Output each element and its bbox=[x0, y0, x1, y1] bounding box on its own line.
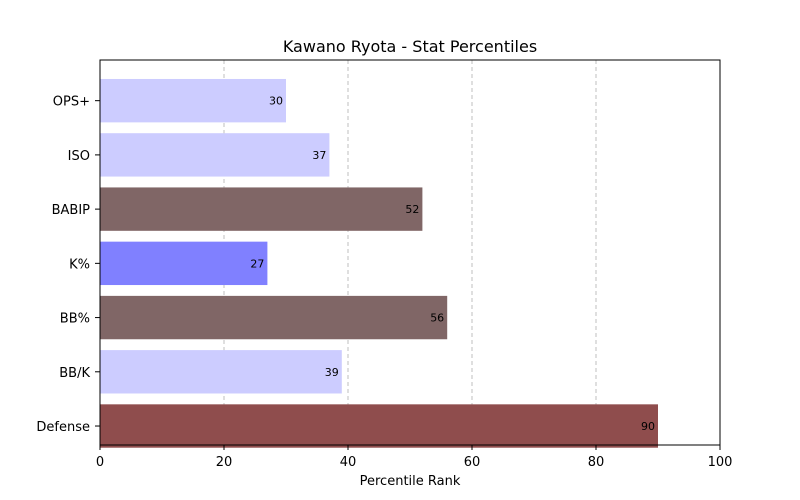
x-tick-label-60: 60 bbox=[464, 455, 481, 470]
bar-BABIP bbox=[100, 187, 423, 231]
data-label-ISO: 37 bbox=[312, 149, 326, 162]
bar-ISO bbox=[100, 133, 330, 177]
x-tick-label-20: 20 bbox=[216, 455, 233, 470]
y-tick-label-Defense: Defense bbox=[36, 420, 90, 435]
bar-BB/K bbox=[100, 350, 342, 394]
y-tick-label-BB%: BB% bbox=[60, 312, 90, 327]
data-label-K%: 27 bbox=[250, 257, 264, 270]
data-label-BB/K: 39 bbox=[325, 366, 339, 379]
y-tick-label-BABIP: BABIP bbox=[52, 203, 91, 218]
bars: 30 37 52 27 56 39 90 bbox=[100, 78, 658, 448]
y-tick-label-BB/K: BB/K bbox=[59, 366, 90, 381]
plot-frame bbox=[99, 59, 721, 446]
x-tick-label-80: 80 bbox=[588, 455, 605, 470]
bar-OPS+ bbox=[100, 78, 286, 123]
x-axis-label: Percentile Rank bbox=[360, 474, 461, 489]
x-tick-label-0: 0 bbox=[96, 455, 104, 470]
y-tick-label-ISO: ISO bbox=[68, 149, 90, 164]
chart-title: Kawano Ryota - Stat Percentiles bbox=[283, 37, 537, 56]
bar-K% bbox=[100, 241, 268, 286]
y-tick-label-K%: K% bbox=[69, 257, 90, 272]
data-label-Defense: 90 bbox=[641, 420, 655, 433]
data-label-BABIP: 52 bbox=[405, 203, 419, 216]
x-tick-label-40: 40 bbox=[340, 455, 357, 470]
bar-BB% bbox=[100, 295, 448, 340]
data-label-OPS+: 30 bbox=[269, 95, 283, 108]
bar-Defense bbox=[100, 404, 658, 448]
axes: 0 20 40 60 80 100 OPS+ ISO BABIP K% BB% BB/K Defense bbox=[36, 95, 732, 470]
data-label-BB%: 56 bbox=[430, 312, 444, 325]
x-tick-label-100: 100 bbox=[708, 455, 733, 470]
y-tick-label-OPS+: OPS+ bbox=[53, 95, 90, 110]
